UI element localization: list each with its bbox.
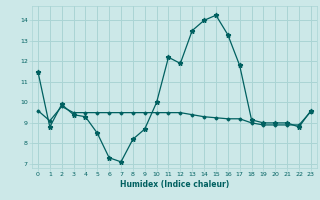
X-axis label: Humidex (Indice chaleur): Humidex (Indice chaleur) <box>120 180 229 189</box>
